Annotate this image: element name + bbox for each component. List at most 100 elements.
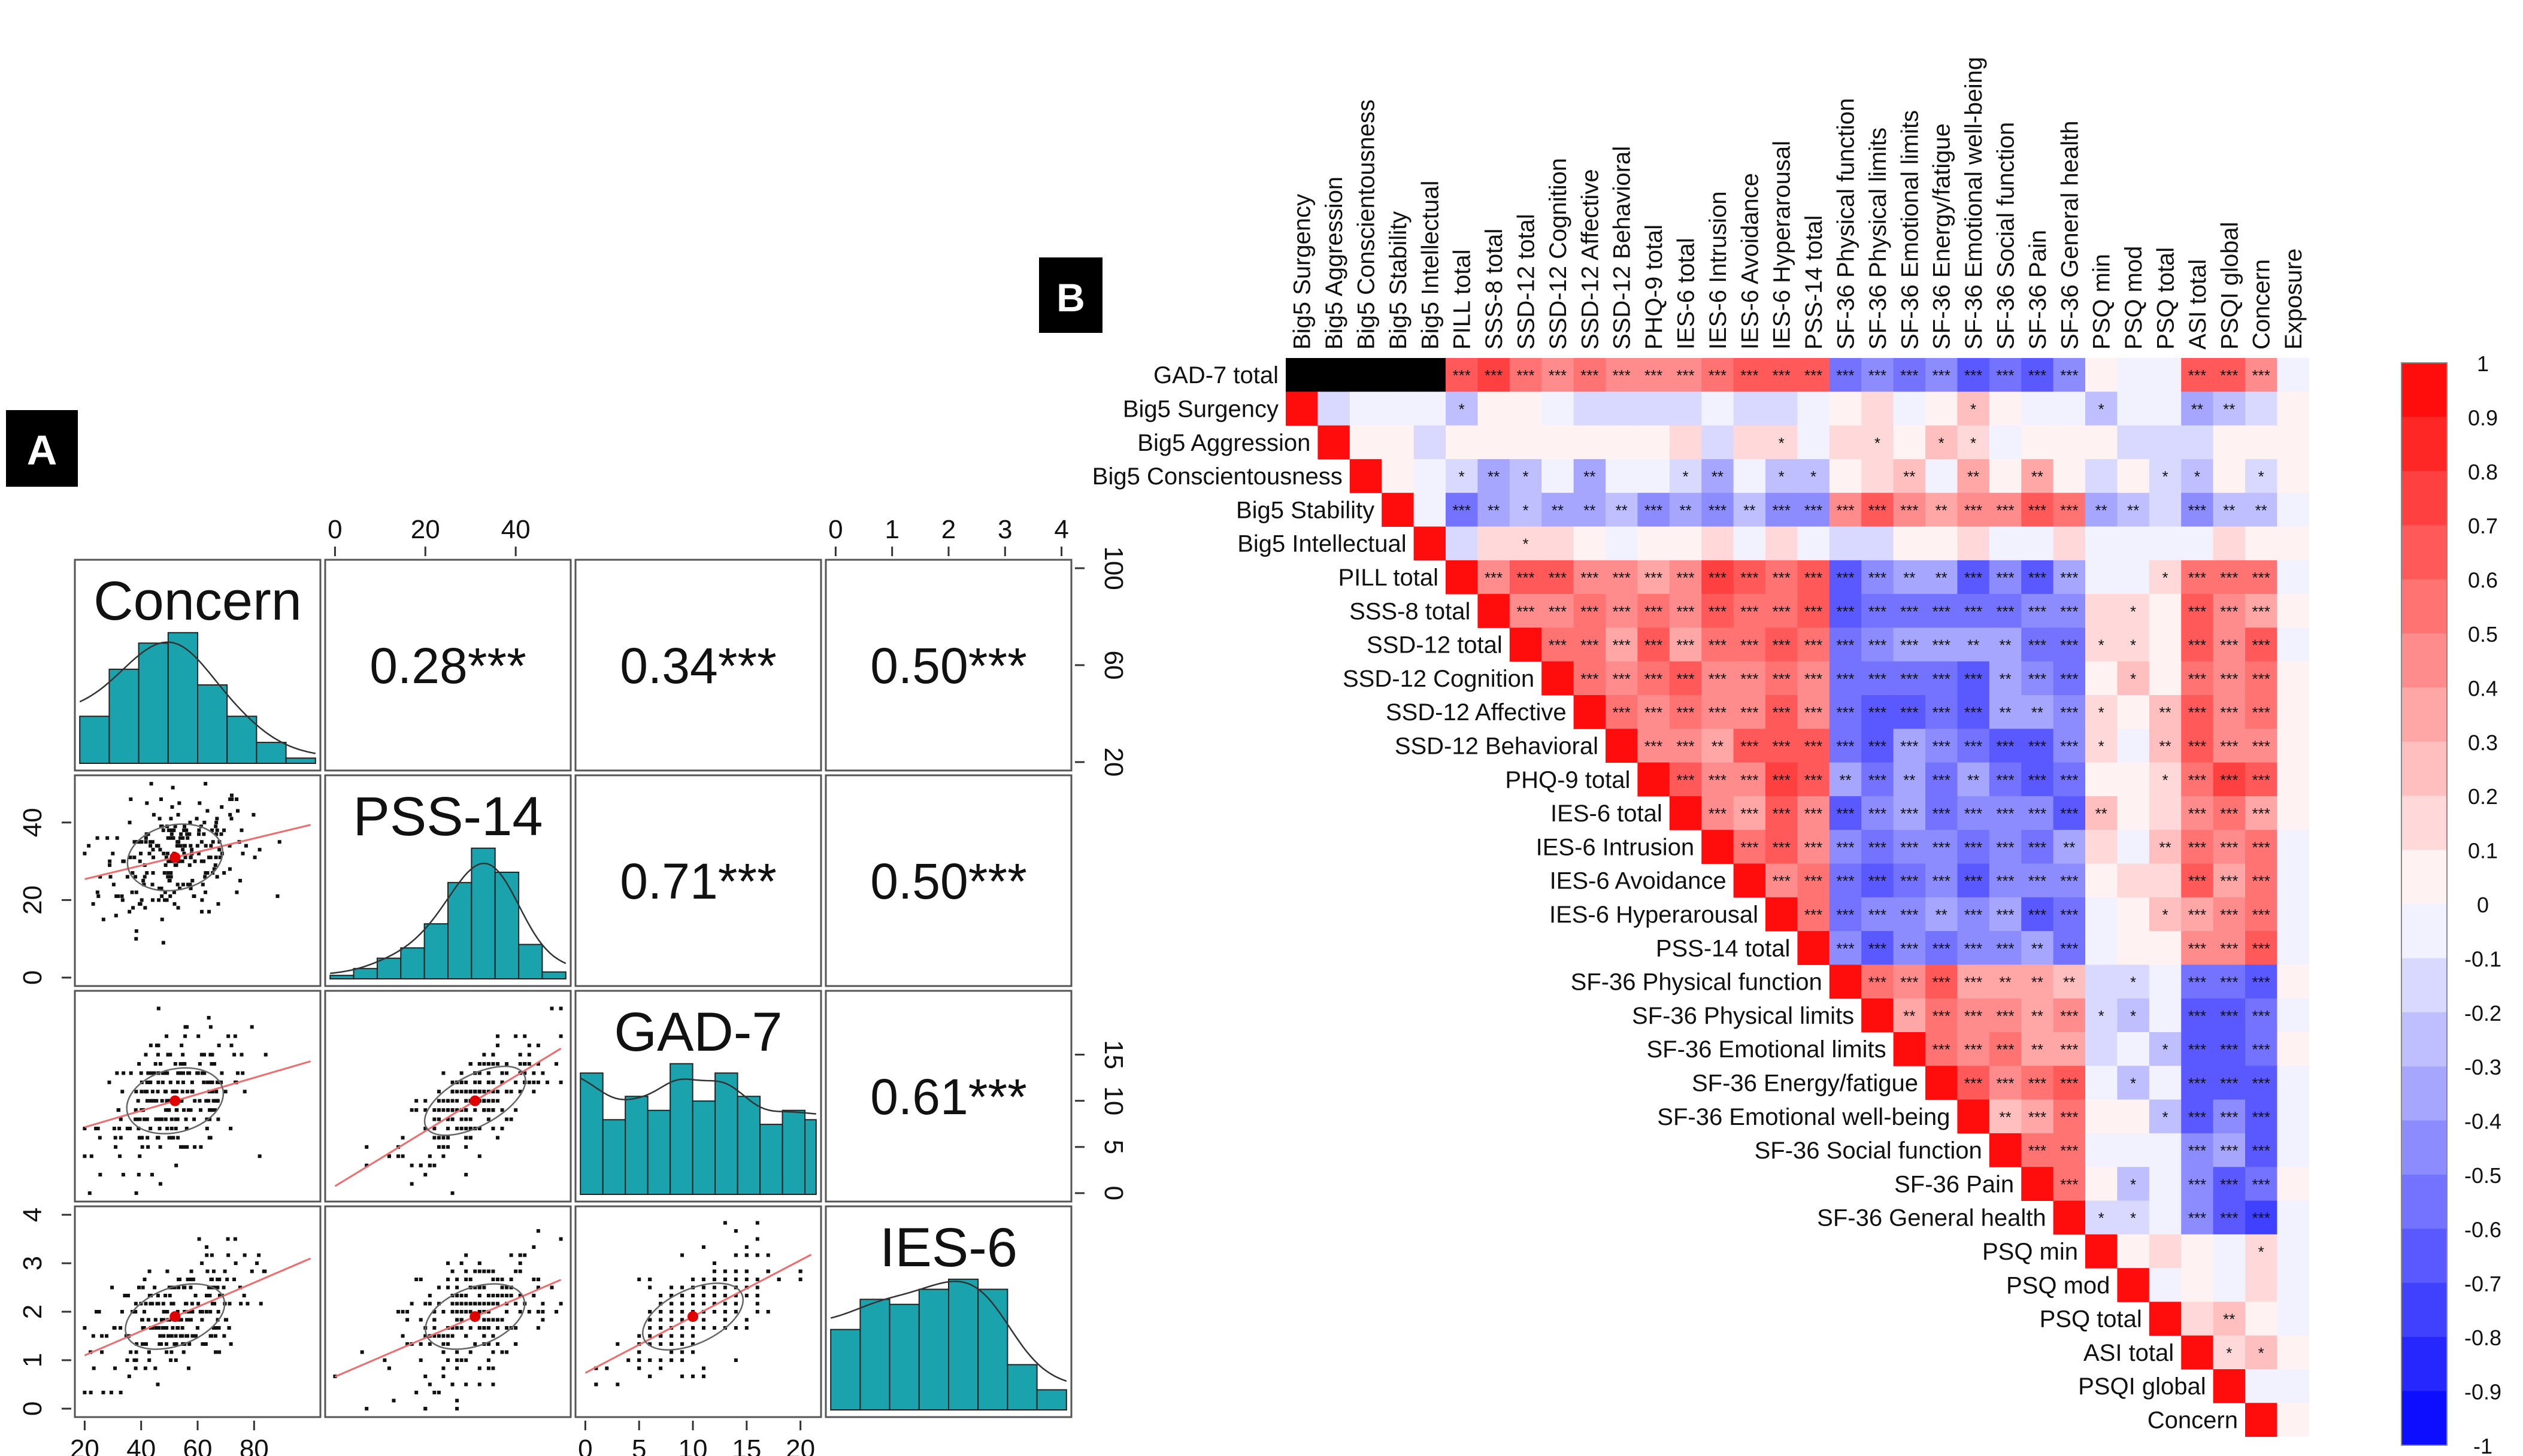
scatter-point [98, 875, 102, 879]
scatter-point [536, 1325, 540, 1330]
heatmap-cell [2245, 796, 2277, 830]
scatter-point [446, 1278, 450, 1282]
scatter-point [486, 1099, 490, 1103]
scatter-point [428, 1154, 432, 1158]
scatter-point [243, 1090, 247, 1094]
heatmap-cell [1989, 729, 2022, 763]
scatter-point [486, 1071, 490, 1075]
scatter-point [197, 832, 201, 836]
scatter-point [455, 1366, 459, 1370]
scatter-point [238, 1285, 242, 1290]
scatter-point [108, 859, 112, 863]
significance-stars: *** [2252, 670, 2270, 688]
scatter-point [365, 1145, 369, 1149]
heatmap-cell [1669, 729, 1702, 763]
scatter-point [450, 1334, 455, 1338]
scatter-point [160, 1117, 164, 1121]
scatter-point [459, 1126, 464, 1130]
scatter-point [437, 1145, 441, 1149]
scatter-point [160, 1099, 164, 1103]
scatter-point [200, 1261, 204, 1266]
significance-stars: *** [1644, 737, 1662, 755]
heatmap-cell [1925, 594, 1958, 628]
significance-stars: *** [1613, 602, 1631, 620]
scatter-point [118, 1154, 122, 1158]
heatmap-cell [1829, 695, 1862, 729]
axis-tick-label: 3 [998, 515, 1012, 544]
scatter-point [108, 875, 113, 879]
scatter-point [169, 1350, 174, 1354]
matrix-cell-frame [324, 990, 572, 1203]
significance-stars: ** [2223, 1311, 2235, 1328]
scatter-point [119, 1117, 123, 1121]
heatmap-cell [1541, 425, 1574, 460]
scatter-point [211, 840, 215, 844]
significance-stars: *** [1964, 1041, 1982, 1058]
row-label: IES-6 Avoidance [1550, 868, 1727, 894]
scatter-point [150, 882, 155, 887]
significance-stars: *** [1933, 939, 1950, 957]
scatter-point [459, 1071, 464, 1075]
confidence-ellipse [423, 1065, 526, 1136]
scatter-point [648, 1285, 652, 1290]
significance-stars: ** [2255, 501, 2267, 519]
significance-stars: *** [1709, 703, 1727, 721]
heatmap-cell [1637, 526, 1670, 561]
scatter-point [197, 828, 201, 832]
scatter-point [182, 851, 186, 856]
scatter-point [194, 1334, 198, 1338]
scatter-point [228, 1302, 232, 1306]
heatmap-cell [2149, 1167, 2182, 1201]
scatter-point [734, 1278, 738, 1282]
scatter-point [559, 1302, 563, 1306]
scatter-point [109, 1390, 113, 1394]
scatter-point [145, 1117, 149, 1121]
scatter-point [184, 1126, 189, 1130]
axis-tick-label: 4 [18, 1208, 47, 1222]
significance-stars: *** [1868, 906, 1886, 924]
scatter-point [189, 1269, 193, 1273]
scatter-point [187, 1342, 192, 1346]
scatter-point [477, 1366, 481, 1370]
scatter-point [464, 1269, 468, 1273]
mean-point [687, 1311, 699, 1322]
scatter-point [428, 1382, 432, 1387]
scatter-point [514, 1108, 518, 1112]
significance-stars: *** [1933, 973, 1950, 991]
heatmap-cell [1925, 493, 1958, 527]
scatter-point [155, 844, 159, 848]
heatmap-cell [1733, 392, 1766, 426]
scatter-point [505, 1117, 509, 1121]
heatmap-cell [1893, 762, 1926, 797]
heatmap-cell [1669, 493, 1702, 527]
heatmap-cell [2277, 964, 2310, 999]
variable-name: IES-6 [880, 1217, 1017, 1278]
scatter-point [482, 1302, 486, 1306]
significance-stars: *** [2252, 737, 2270, 755]
heatmap-cell [2085, 493, 2118, 527]
scatter-point [468, 1126, 473, 1130]
heatmap-cell [1861, 830, 1894, 864]
significance-stars: * [2130, 1175, 2136, 1193]
significance-stars: *** [1996, 1041, 2014, 1058]
scatter-point [131, 871, 135, 875]
heatmap-cell [2149, 459, 2182, 493]
density-curve [79, 641, 316, 754]
significance-stars: *** [1964, 1007, 1982, 1025]
heatmap-cell [1893, 729, 1926, 763]
heatmap-cell [1509, 526, 1542, 561]
regression-line [84, 1257, 311, 1357]
scatter-point [205, 1080, 210, 1084]
heatmap-cell [1957, 627, 1990, 662]
scatter-point [172, 890, 176, 894]
scatter-point [410, 1108, 414, 1112]
significance-stars: *** [2060, 1175, 2078, 1193]
significance-stars: *** [2220, 1074, 2238, 1092]
significance-stars: *** [1996, 771, 2014, 789]
heatmap-cell [2181, 1133, 2214, 1167]
scatter-point [459, 1310, 464, 1314]
scatter-point [659, 1294, 663, 1298]
scatter-point [518, 1052, 522, 1057]
scatter-point [723, 1302, 727, 1306]
heatmap-cell [2021, 897, 2054, 932]
